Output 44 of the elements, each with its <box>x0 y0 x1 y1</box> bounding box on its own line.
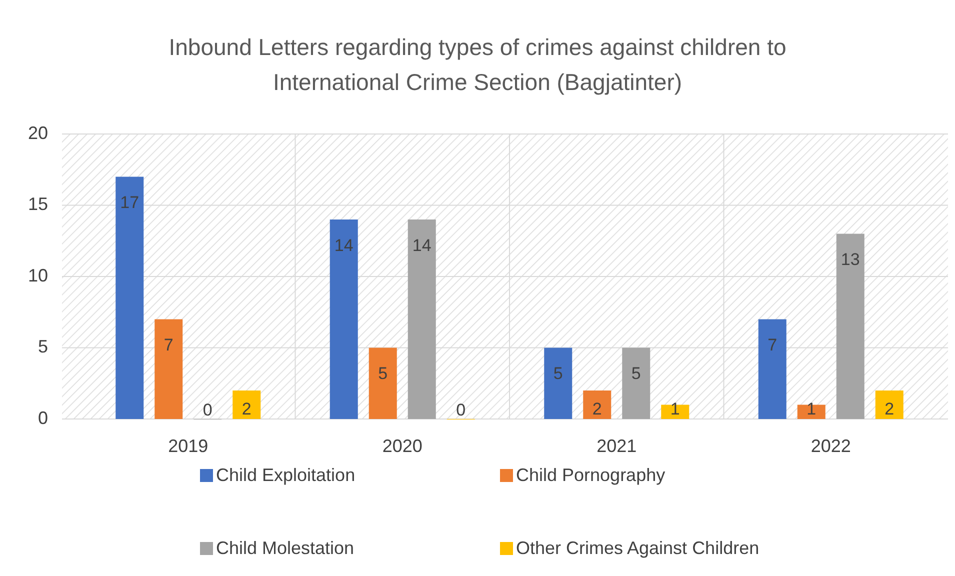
bar <box>836 234 864 419</box>
legend-label: Child Pornography <box>516 464 666 485</box>
bar <box>232 390 261 419</box>
data-label: 0 <box>202 400 212 420</box>
y-tick-label: 15 <box>28 194 48 214</box>
chart-title: Inbound Letters regarding types of crimes against children to International Crime Section (Bagjatinter) <box>168 34 786 95</box>
bar <box>408 220 436 419</box>
bar <box>622 348 650 419</box>
y-tick-label: 10 <box>28 265 48 286</box>
data-label: 17 <box>120 193 140 212</box>
bar <box>116 176 144 419</box>
bar <box>797 404 826 419</box>
data-label: 7 <box>768 336 778 355</box>
data-label: 1 <box>806 399 816 418</box>
bar <box>368 348 397 419</box>
data-label: 2 <box>884 399 894 418</box>
data-label: 14 <box>412 236 432 255</box>
bar <box>544 348 572 419</box>
bar <box>154 319 183 419</box>
data-label: 7 <box>164 336 174 355</box>
x-tick-label: 2020 <box>382 436 422 456</box>
data-label: 2 <box>592 399 602 418</box>
legend-label: Child Exploitation <box>216 464 356 485</box>
bar <box>661 404 690 419</box>
y-tick-label: 0 <box>38 408 48 428</box>
x-tick-label: 2019 <box>168 436 208 456</box>
data-label: 5 <box>378 364 388 384</box>
bar <box>758 319 786 419</box>
data-label: 0 <box>456 400 466 420</box>
x-tick-label: 2022 <box>810 436 851 456</box>
data-label: 2 <box>242 399 252 418</box>
data-label: 13 <box>840 250 860 270</box>
bar <box>875 390 904 419</box>
data-label: 5 <box>553 364 563 384</box>
data-label: 5 <box>631 364 641 384</box>
x-tick-label: 2021 <box>596 436 637 456</box>
legend-label: Child Molestation <box>216 538 354 558</box>
legend-label: Other Crimes Against Children <box>516 538 760 558</box>
data-label: 14 <box>334 236 354 255</box>
bar <box>583 390 612 419</box>
data-label: 1 <box>670 399 680 418</box>
bar <box>330 220 358 419</box>
y-tick-label: 5 <box>38 336 48 356</box>
y-tick-label: 20 <box>28 122 48 143</box>
